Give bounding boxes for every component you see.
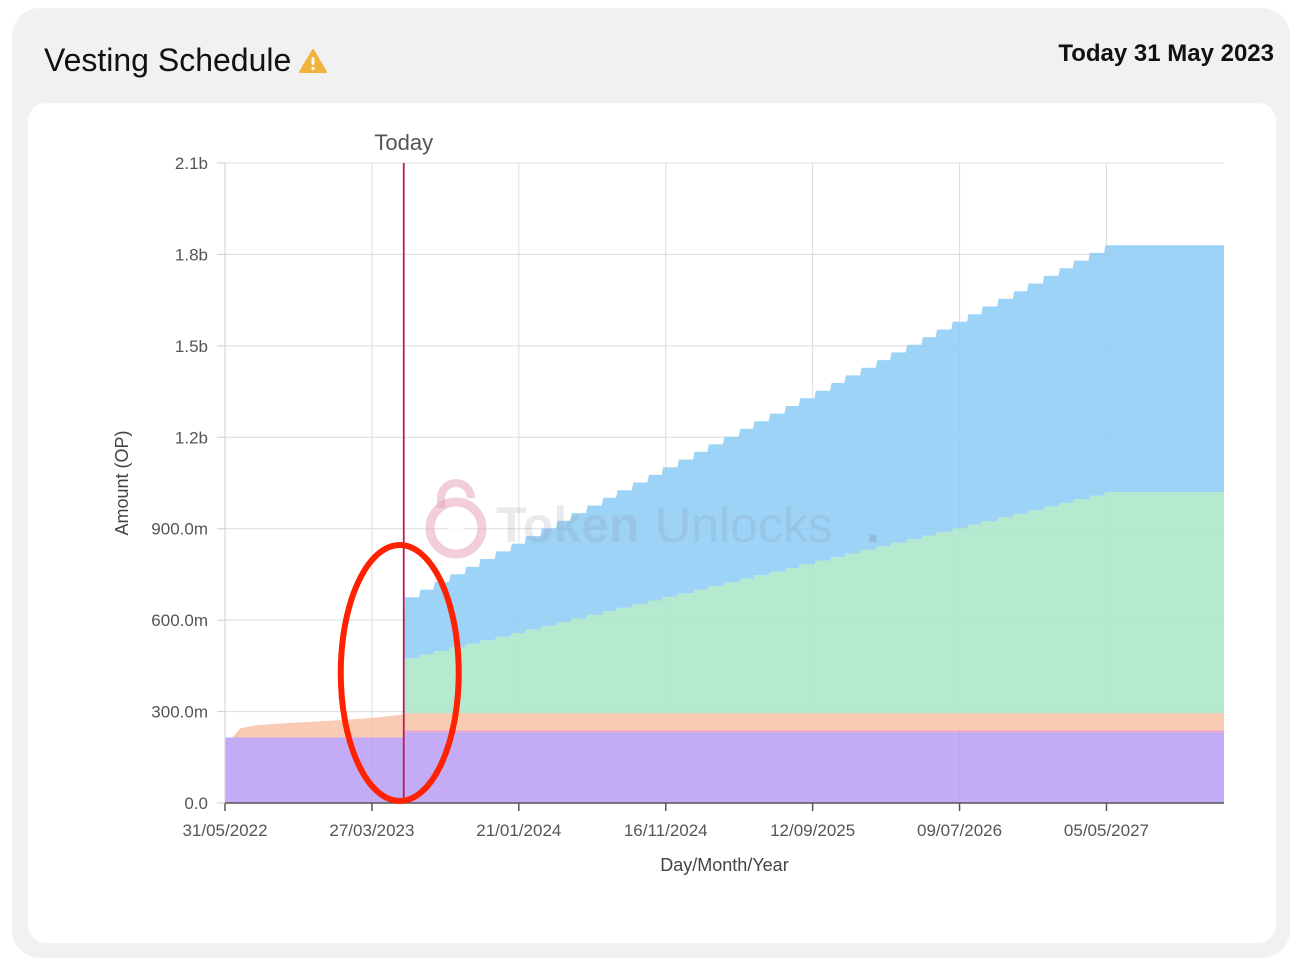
watermark-dot: . bbox=[866, 497, 880, 553]
x-tick-label: 05/05/2027 bbox=[1064, 821, 1149, 840]
series-area-2 bbox=[225, 713, 1224, 738]
y-tick-label: 1.5b bbox=[175, 337, 208, 356]
x-tick-label: 21/01/2024 bbox=[476, 821, 561, 840]
y-tick-label: 900.0m bbox=[151, 520, 208, 539]
chart-ticks: 0.0 300.0m 600.0m 900.0m 1.2b 1.5b 1.8b 2.1b 31/… bbox=[151, 154, 1149, 840]
today-marker: Today bbox=[374, 130, 433, 803]
y-tick-label: 2.1b bbox=[175, 154, 208, 173]
x-tick-label: 12/09/2025 bbox=[770, 821, 855, 840]
series-area-4 bbox=[225, 245, 1224, 738]
y-tick-label: 1.8b bbox=[175, 245, 208, 264]
today-marker-label: Today bbox=[374, 130, 433, 155]
y-tick-label: 300.0m bbox=[151, 703, 208, 722]
title-text: Vesting Schedule bbox=[44, 42, 292, 78]
x-tick-label: 09/07/2026 bbox=[917, 821, 1002, 840]
x-tick-label: 27/03/2023 bbox=[329, 821, 414, 840]
watermark-lock-icon bbox=[425, 479, 487, 559]
y-axis-title: Amount (OP) bbox=[112, 430, 132, 535]
y-tick-label: 1.2b bbox=[175, 428, 208, 447]
y-tick-label: 600.0m bbox=[151, 611, 208, 630]
x-tick-label: 16/11/2024 bbox=[624, 821, 708, 840]
chart-areas bbox=[225, 245, 1224, 803]
series-area-3 bbox=[225, 492, 1224, 738]
series-area-0 bbox=[225, 732, 1224, 803]
watermark: Token Unlocks . bbox=[425, 479, 880, 559]
chart-axes bbox=[217, 162, 1224, 811]
page-title: Vesting Schedule bbox=[44, 42, 328, 79]
watermark-text-b: Unlocks bbox=[655, 497, 833, 553]
warning-icon[interactable] bbox=[299, 48, 328, 74]
today-date-label: Today 31 May 2023 bbox=[1058, 40, 1274, 67]
series-area-1 bbox=[225, 730, 1224, 738]
watermark-text-a: Token bbox=[496, 497, 640, 553]
x-axis-title: Day/Month/Year bbox=[660, 855, 788, 875]
highlight-ellipse bbox=[337, 542, 462, 804]
x-tick-label: 31/05/2022 bbox=[182, 821, 267, 840]
y-tick-label: 0.0 bbox=[184, 794, 208, 813]
